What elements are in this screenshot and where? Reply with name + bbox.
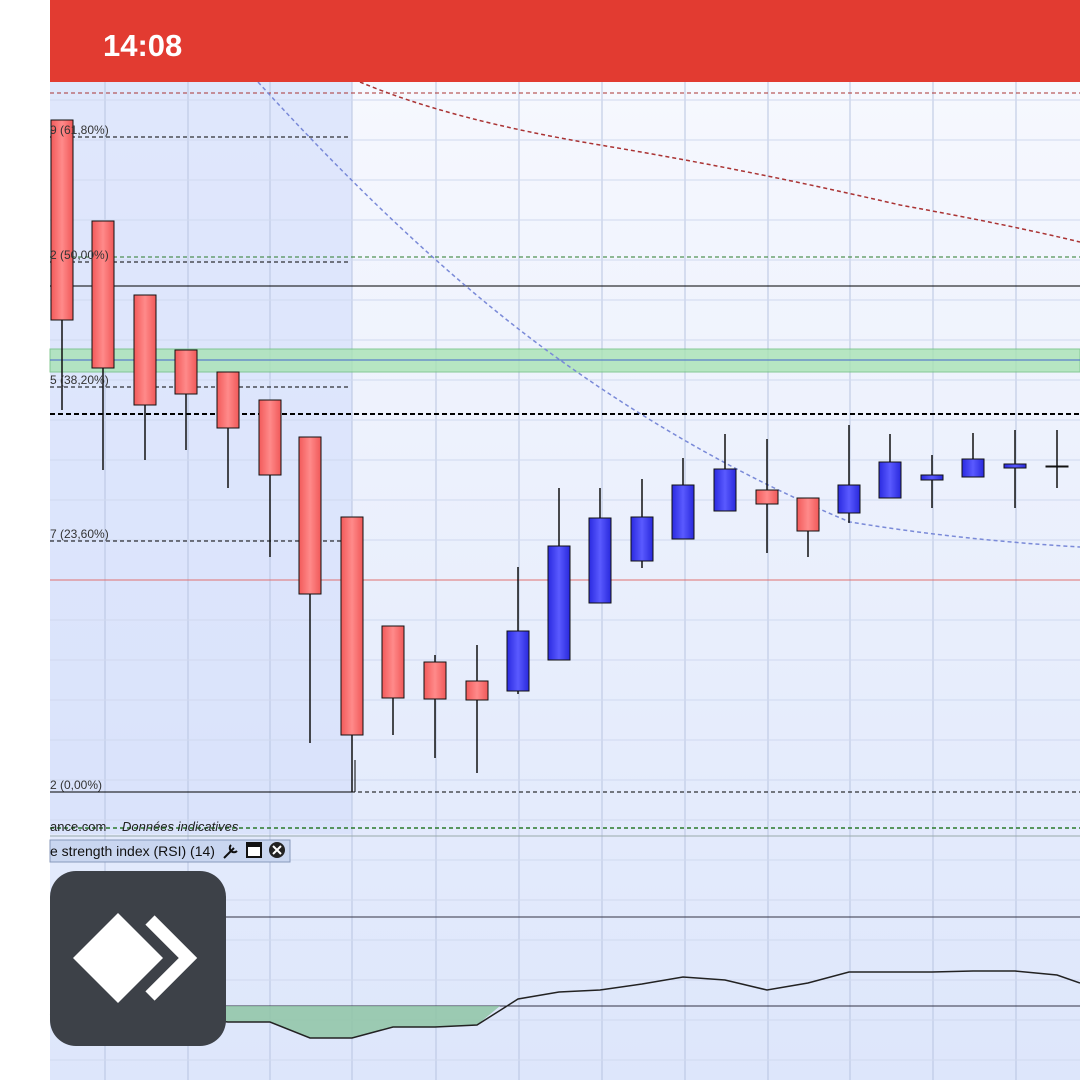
candle-body bbox=[174, 349, 198, 395]
candle-body bbox=[298, 436, 322, 595]
candle-body bbox=[50, 119, 74, 321]
fib-label: 9 (61,80%) bbox=[50, 123, 109, 137]
fib-label: 2 (0,00%) bbox=[50, 778, 102, 792]
moving-average bbox=[257, 81, 1080, 548]
candle-body bbox=[755, 489, 779, 505]
candle-body bbox=[713, 468, 737, 512]
candle-body bbox=[588, 517, 612, 604]
window-icon-bar bbox=[247, 843, 261, 847]
candle-body bbox=[1003, 463, 1027, 469]
fib-label: 2 (50,00%) bbox=[50, 248, 109, 262]
candle-body bbox=[216, 371, 240, 429]
candle-body bbox=[796, 497, 820, 532]
candle-body bbox=[91, 220, 115, 369]
disclaimer: Données indicatives bbox=[122, 819, 239, 834]
candle-body bbox=[1045, 465, 1069, 468]
candle-body bbox=[133, 294, 157, 406]
clock: 14:08 bbox=[103, 28, 182, 63]
indicator-label: e strength index (RSI) (14) bbox=[50, 843, 215, 859]
candle-body bbox=[258, 399, 282, 476]
candle-body bbox=[630, 516, 654, 562]
fib-label: 5 (38,20%) bbox=[50, 373, 109, 387]
candle-body bbox=[506, 630, 530, 692]
candle-body bbox=[837, 484, 861, 514]
candle-body bbox=[920, 474, 944, 481]
candle-body bbox=[340, 516, 364, 736]
candles bbox=[50, 119, 1069, 792]
candle-body bbox=[465, 680, 489, 701]
close-icon-x bbox=[272, 845, 282, 855]
source-text: ance.com bbox=[50, 819, 106, 834]
candle-body bbox=[381, 625, 405, 699]
candle-body bbox=[547, 545, 571, 661]
app-icon-diamond bbox=[73, 913, 163, 1003]
fib-label: 7 (23,60%) bbox=[50, 527, 109, 541]
candle-body bbox=[961, 458, 985, 478]
app-icon-chevron bbox=[145, 915, 198, 1001]
settings-icon[interactable] bbox=[223, 844, 238, 859]
status-bar bbox=[50, 0, 1080, 82]
candle-body bbox=[878, 461, 902, 499]
candle-body bbox=[423, 661, 447, 700]
candle-body bbox=[671, 484, 695, 540]
